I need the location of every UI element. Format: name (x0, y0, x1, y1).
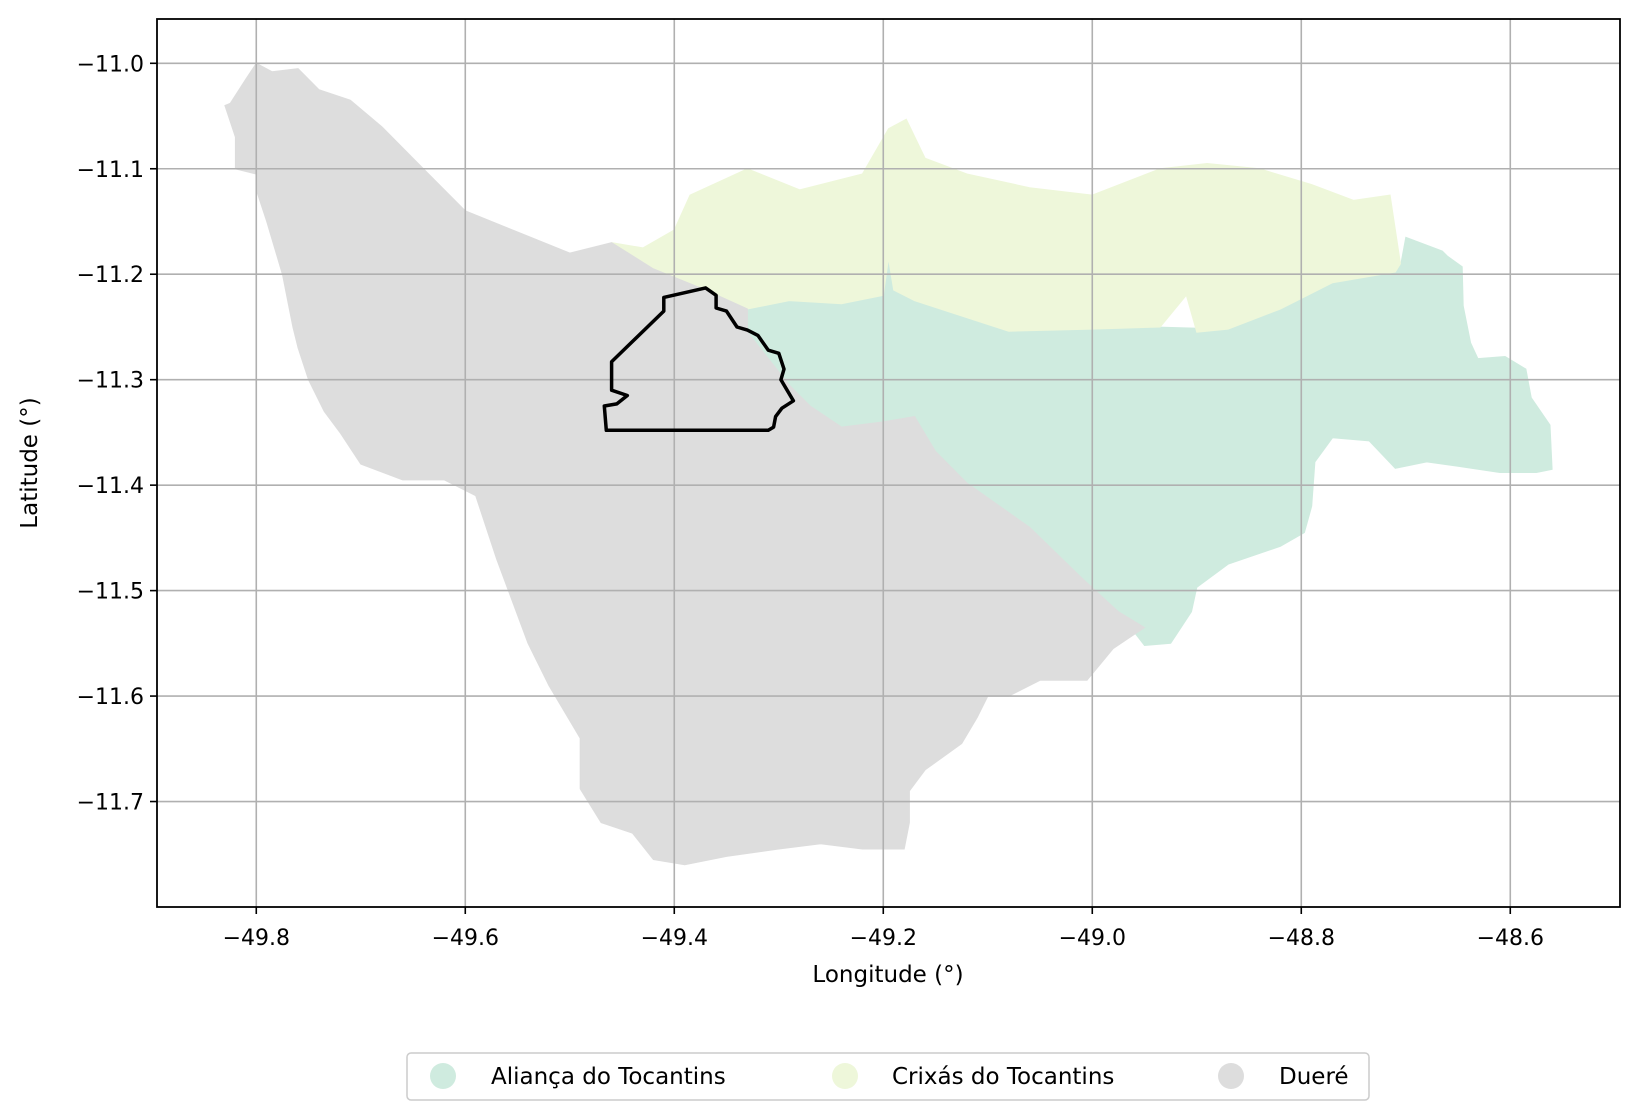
y-tick-label: −11.6 (77, 685, 144, 710)
region-crixas-do-tocantins (611, 118, 1402, 333)
grid-layer (157, 19, 1620, 907)
legend-label-alianca: Aliança do Tocantins (491, 1064, 726, 1090)
y-tick-label: −11.0 (77, 52, 144, 77)
highlight-layer (602, 286, 796, 433)
y-tick-label: −11.4 (77, 474, 144, 499)
legend-frame (406, 1052, 1370, 1101)
x-tick-label: −49.4 (641, 926, 708, 951)
x-tick-label: −48.6 (1477, 926, 1544, 951)
y-tick-label: −11.2 (77, 263, 144, 288)
x-tick-label: −49.6 (432, 926, 499, 951)
region-duere (224, 62, 1146, 866)
y-axis-label: Latitude (°) (17, 397, 43, 528)
y-tick-label: −11.5 (77, 580, 144, 605)
y-axis-ticks: −11.0 −11.1 −11.2 −11.3 −11.4 −11.5 −11.6 −11.7 (77, 52, 157, 816)
plot-frame (156, 18, 1621, 908)
legend-marker-alianca (430, 1063, 456, 1089)
y-tick-label: −11.3 (77, 369, 144, 394)
legend-marker-duere (1218, 1063, 1244, 1089)
y-tick-label: −11.7 (77, 791, 144, 816)
highlighted-area-outline (602, 286, 796, 433)
legend-marker-crixas (832, 1063, 858, 1089)
x-tick-label: −49.0 (1059, 926, 1126, 951)
y-tick-label: −11.1 (77, 158, 144, 183)
x-axis-ticks: −49.8 −49.6 −49.4 −49.2 −49.0 −48.8 −48.6 (223, 907, 1544, 951)
x-tick-label: −49.2 (850, 926, 917, 951)
legend: Aliança do Tocantins Crixás do Tocantins… (406, 1052, 1370, 1101)
x-axis-label: Longitude (°) (812, 962, 963, 988)
legend-label-duere: Dueré (1279, 1064, 1349, 1090)
x-tick-label: −48.8 (1268, 926, 1335, 951)
x-tick-label: −49.8 (223, 926, 290, 951)
legend-label-crixas: Crixás do Tocantins (892, 1064, 1114, 1090)
region-layer (224, 62, 1553, 866)
